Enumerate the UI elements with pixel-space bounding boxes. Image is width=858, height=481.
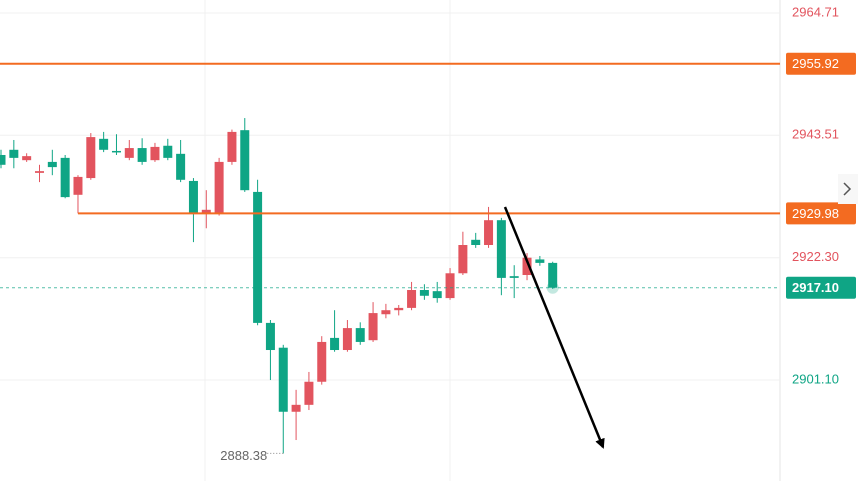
candle-body [317, 341, 327, 382]
low-label: 2888.38 [220, 448, 267, 463]
y-tick-label: 2964.71 [792, 4, 839, 19]
candle-body [60, 157, 70, 198]
y-tick-label: 2901.10 [792, 371, 839, 386]
last-price-glow [546, 281, 559, 294]
candle-body [163, 145, 173, 158]
candle-body [368, 313, 378, 341]
grid [0, 12, 780, 381]
candle-body [445, 273, 455, 299]
scroll-button[interactable] [838, 174, 858, 204]
candle-body [432, 291, 442, 299]
candle-body [484, 220, 494, 246]
candle-body [407, 290, 417, 308]
candle-body [214, 161, 224, 213]
candle-body [253, 191, 263, 323]
overlay: 2964.71 2943.51 2922.30 2901.10 2955.92 2929.… [0, 4, 856, 463]
candle-body [330, 337, 340, 351]
last-price-label: 2917.10 [792, 280, 839, 295]
price-line-tag [786, 202, 856, 225]
candle-body [137, 148, 147, 162]
candle-body [509, 276, 519, 278]
candle-body [47, 161, 57, 168]
candle-body [265, 322, 275, 351]
y-tick-label: 2943.51 [792, 127, 839, 142]
candle-body [227, 131, 237, 162]
candle-body [22, 156, 32, 161]
candle-body [99, 138, 109, 150]
candle-body [176, 153, 186, 180]
price-line-label: 2929.98 [792, 206, 839, 221]
candle-body [150, 146, 160, 161]
candle-body [0, 154, 6, 165]
candle-body [86, 137, 96, 179]
candle-body [291, 404, 301, 412]
y-tick-label: 2922.30 [792, 249, 839, 264]
candle-body [381, 310, 391, 315]
last-price-tag [786, 276, 856, 299]
candle-body [201, 209, 211, 213]
price-line-label: 2955.92 [792, 56, 839, 71]
candle-body [548, 262, 558, 288]
candle-body [471, 239, 481, 246]
candle-body [419, 290, 429, 296]
candle-body [304, 381, 314, 405]
candle-body [458, 245, 468, 274]
price-line-tag [786, 52, 856, 75]
candle-body [9, 149, 19, 158]
candle-body [496, 220, 506, 278]
candle-body [394, 307, 404, 311]
candle-body [240, 130, 250, 191]
candle-body [34, 171, 44, 173]
candle-body [278, 347, 288, 412]
candle-body [522, 257, 532, 276]
drawn-arrow [503, 206, 605, 449]
candle-body [188, 180, 198, 213]
candle-body [342, 328, 352, 351]
candle-body [111, 150, 121, 153]
candle-body [73, 176, 83, 195]
candle-body [535, 259, 545, 263]
candle-body [124, 148, 134, 158]
candles [0, 118, 558, 454]
candle-body [355, 328, 365, 342]
